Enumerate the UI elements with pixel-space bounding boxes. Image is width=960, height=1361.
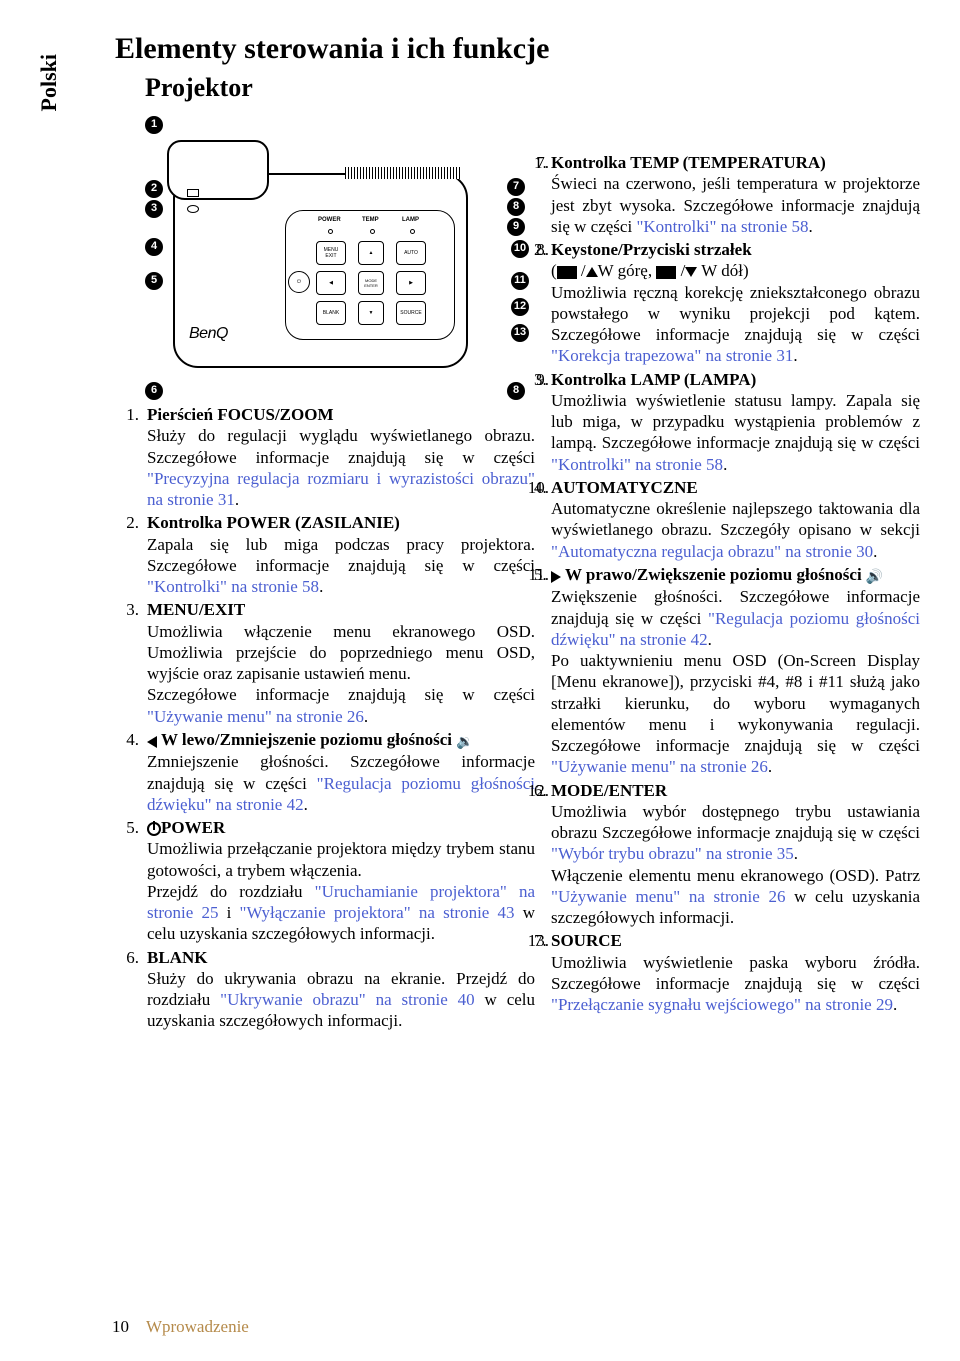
item-5: 5.POWERUmożliwia przełączanie projektora…	[147, 817, 535, 945]
page-footer: 10 Wprowadzenie	[112, 1316, 249, 1337]
cross-ref-link[interactable]: "Regulacja poziomu głośności dźwięku" na…	[147, 774, 535, 814]
volume-icon: 🔉	[456, 734, 473, 752]
cross-ref-link[interactable]: "Regulacja poziomu głośności dźwięku" na…	[551, 609, 920, 649]
cross-ref-link[interactable]: "Wyłączanie projektora" na stronie 43	[240, 903, 515, 922]
callout-5: 5	[145, 272, 163, 290]
left-arrow-icon	[147, 736, 157, 748]
item-1: 1.Pierścień FOCUS/ZOOMSłuży do regulacji…	[147, 404, 535, 510]
item-4: 4. W lewo/Zmniejszenie poziomu głośności…	[147, 729, 535, 815]
cross-ref-link[interactable]: "Ukrywanie obrazu" na stronie 40	[220, 990, 475, 1009]
cross-ref-link[interactable]: "Wybór trybu obrazu" na stronie 35	[551, 844, 794, 863]
cross-ref-link[interactable]: "Przełączanie sygnału wejściowego" na st…	[551, 995, 893, 1014]
item-11: 11. W prawo/Zwiększenie poziomu głośnośc…	[551, 564, 920, 778]
item-8: 8.Keystone/Przyciski strzałek( /W górę, …	[551, 239, 920, 367]
cross-ref-link[interactable]: "Kontrolki" na stronie 58	[551, 455, 723, 474]
callout-11: 11	[511, 272, 529, 290]
section-name: Wprowadzenie	[146, 1317, 249, 1336]
volume-icon: 🔊	[866, 569, 883, 587]
cross-ref-link[interactable]: "Używanie menu" na stronie 26	[147, 707, 364, 726]
callout-9: 9	[507, 218, 525, 236]
power-icon	[147, 822, 161, 836]
page-subtitle: Projektor	[145, 72, 920, 105]
item-6: 6.BLANKSłuży do ukrywania obrazu na ekra…	[147, 947, 535, 1032]
callout-7: 7	[507, 178, 525, 196]
callout-3: 3	[145, 200, 163, 218]
item-2: 2.Kontrolka POWER (ZASILANIE)Zapala się …	[147, 512, 535, 597]
callout-1: 1	[145, 116, 163, 134]
callout-13: 13	[511, 324, 529, 342]
cross-ref-link[interactable]: "Precyzyjna regulacja rozmiaru i wyrazis…	[147, 469, 535, 509]
callout-8: 8	[507, 198, 525, 216]
right-arrow-icon	[551, 571, 561, 583]
cross-ref-link[interactable]: "Korekcja trapezowa" na stronie 31	[551, 346, 793, 365]
cross-ref-link[interactable]: "Kontrolki" na stronie 58	[147, 577, 319, 596]
cross-ref-link[interactable]: "Kontrolki" na stronie 58	[636, 217, 808, 236]
item-7: 7.Kontrolka TEMP (TEMPERATURA)Świeci na …	[551, 152, 920, 237]
cross-ref-link[interactable]: "Automatyczna regulacja obrazu" na stron…	[551, 542, 873, 561]
brand-logo: BenQ	[189, 324, 228, 344]
item-12: 12.MODE/ENTERUmożliwia wybór dostępnego …	[551, 780, 920, 929]
callout-4: 4	[145, 238, 163, 256]
item-9: 9.Kontrolka LAMP (LAMPA)Umożliwia wyświe…	[551, 369, 920, 475]
page-number: 10	[112, 1316, 142, 1337]
page-title: Elementy sterowania i ich funkcje	[115, 30, 920, 68]
callout-2: 2	[145, 180, 163, 198]
callout-6: 6	[145, 382, 163, 400]
item-3: 3.MENU/EXITUmożliwia włączenie menu ekra…	[147, 599, 535, 727]
language-tab: Polski	[35, 54, 63, 111]
item-10: 10.AUTOMATYCZNEAutomatyczne określenie n…	[551, 477, 920, 562]
cross-ref-link[interactable]: "Używanie menu" na stronie 26	[551, 887, 785, 906]
callout-8: 8	[507, 382, 525, 400]
keystone-keys: ( /W górę, / W dół)	[551, 261, 749, 280]
cross-ref-link[interactable]: "Używanie menu" na stronie 26	[551, 757, 768, 776]
callout-12: 12	[511, 298, 529, 316]
item-13: 13.SOURCEUmożliwia wyświetlenie paska wy…	[551, 930, 920, 1015]
projector-diagram: BenQ POWER TEMP LAMP MENU EXIT ▲ AUTO ⏻	[145, 114, 535, 404]
